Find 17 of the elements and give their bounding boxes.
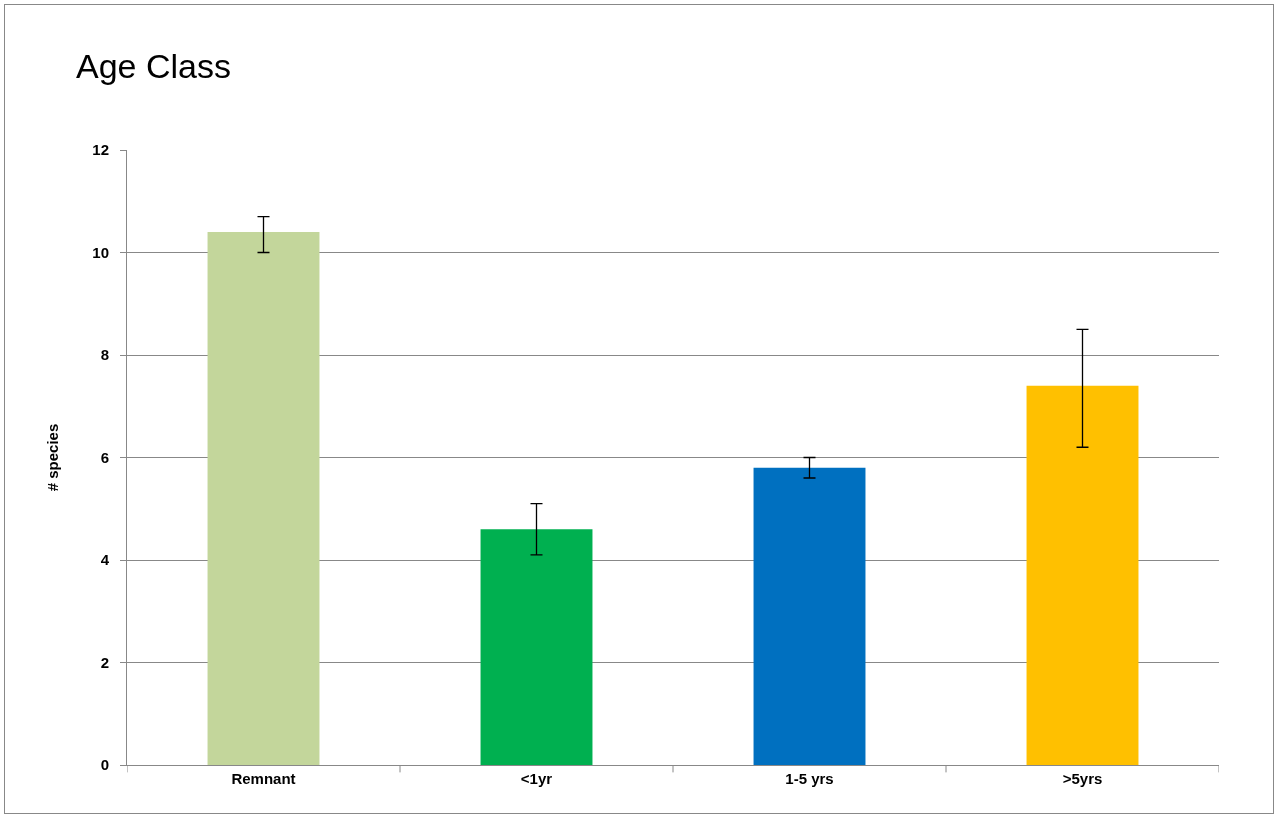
y-tick-label: 8 — [100, 346, 109, 364]
y-axis-title: # species — [43, 423, 61, 492]
x-tick-label: 1-5 yrs — [785, 770, 834, 787]
x-tick-label: <1yr — [520, 770, 553, 787]
y-tick-label: 0 — [100, 756, 109, 774]
y-tick-label: 4 — [100, 551, 110, 569]
bar — [480, 529, 593, 765]
bar — [753, 467, 866, 765]
y-tick-label: 12 — [92, 141, 109, 159]
y-tick-label: 10 — [92, 243, 109, 261]
bar — [207, 232, 320, 765]
y-tick-label: 2 — [100, 653, 109, 671]
x-tick-label: >5yrs — [1062, 770, 1103, 787]
chart-title: Age Class — [76, 46, 231, 85]
x-tick-label: Remnant — [231, 770, 296, 787]
bar — [1026, 385, 1139, 765]
y-tick-label: 6 — [100, 448, 109, 466]
